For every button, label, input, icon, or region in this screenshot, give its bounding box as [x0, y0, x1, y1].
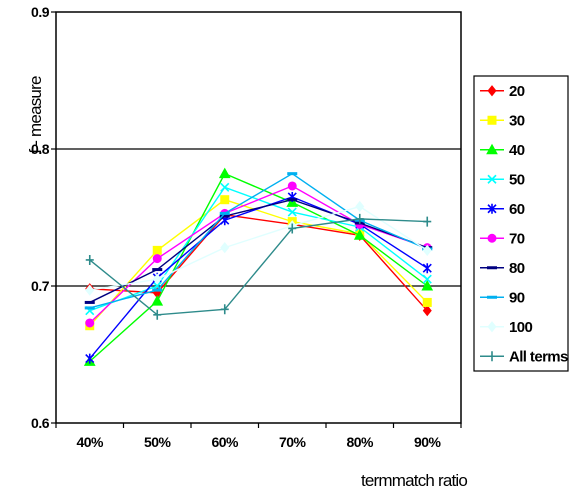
x-tick-label: 60%: [211, 434, 239, 450]
data-point: [84, 300, 95, 304]
y-axis-title: f - measure: [26, 76, 45, 154]
legend-label: 40: [509, 142, 525, 159]
series-line: [89, 218, 428, 316]
legend-marker: [487, 115, 497, 125]
legend-item: 20: [480, 83, 525, 100]
y-tick-label: 0.7: [31, 278, 50, 294]
plot-border: [55, 11, 462, 424]
legend-label: All terms: [509, 348, 568, 365]
legend-box: [473, 75, 569, 372]
series-all-terms: [85, 213, 432, 320]
legend-marker: [487, 174, 497, 184]
legend-marker: [487, 85, 497, 97]
legend-label: 100: [509, 319, 532, 336]
series-40: [83, 167, 434, 366]
x-tick-label: 40%: [76, 434, 104, 450]
x-tick-label: 90%: [414, 434, 442, 450]
legend-label: 90: [509, 289, 525, 306]
x-tick-label: 50%: [144, 434, 172, 450]
data-point: [151, 295, 164, 306]
y-tick-label: 0.8: [31, 141, 50, 157]
legend-marker: [487, 266, 497, 270]
data-point: [220, 182, 230, 192]
data-point: [220, 304, 229, 315]
data-point: [287, 198, 298, 202]
data-point: [422, 297, 432, 307]
data-point: [220, 195, 230, 205]
data-point: [85, 284, 95, 296]
series-line: [89, 205, 428, 291]
legend-marker: [487, 203, 497, 214]
plot-area: [55, 11, 462, 424]
legend-item: 90: [480, 289, 525, 306]
legend-label: 70: [509, 230, 525, 247]
series-layer: [83, 167, 434, 366]
data-point: [287, 207, 297, 217]
data-point: [353, 229, 366, 240]
legend: 20 30 40 50 60 70 80 90 100 All terms: [473, 75, 569, 372]
data-point: [288, 223, 297, 234]
legend-item: 80: [480, 260, 525, 277]
x-tick-label: 70%: [279, 434, 307, 450]
series-line: [89, 185, 428, 324]
legend-label: 20: [509, 83, 525, 100]
data-point: [152, 273, 162, 285]
data-point: [219, 214, 230, 218]
legend-marker: [487, 321, 497, 333]
legend-marker: [488, 351, 496, 362]
legend-item: 70: [480, 230, 525, 247]
data-point: [355, 213, 364, 224]
data-point: [422, 274, 432, 284]
data-point: [220, 241, 230, 254]
legend-item: 40: [480, 142, 525, 159]
data-point: [423, 216, 432, 227]
legend-label: 80: [509, 260, 525, 277]
data-point: [152, 288, 163, 292]
data-point: [84, 306, 95, 310]
data-point: [219, 211, 230, 215]
series-line: [89, 172, 428, 309]
data-point: [355, 200, 365, 213]
x-tick-label: 80%: [346, 434, 374, 450]
legend-item: 50: [480, 171, 525, 188]
series-line: [89, 198, 428, 304]
data-point: [85, 254, 94, 265]
data-point: [152, 254, 162, 264]
series-line: [89, 198, 428, 327]
data-point: [422, 244, 432, 257]
legend-marker: [486, 143, 498, 155]
legend-label: 50: [509, 171, 525, 188]
legend-item: 100: [480, 319, 533, 336]
series-line: [89, 172, 428, 362]
y-tick-label: 0.6: [31, 415, 50, 431]
data-point: [287, 181, 297, 191]
data-point: [218, 167, 231, 179]
axes: 0.6 0.7 0.8 0.9 40% 50% 60% 70% 80% 90%: [31, 4, 462, 450]
data-point: [287, 172, 298, 176]
data-point: [422, 305, 432, 317]
data-point: [152, 268, 163, 272]
data-point: [85, 353, 95, 364]
legend-marker: [487, 295, 497, 299]
data-point: [422, 263, 432, 274]
legend-label: 30: [509, 112, 525, 129]
data-point: [421, 279, 434, 291]
legend-item: All terms: [480, 348, 569, 365]
legend-item: 30: [480, 112, 525, 129]
data-point: [153, 309, 162, 320]
data-point: [152, 245, 162, 255]
legend-marker: [487, 233, 497, 243]
legend-label: 60: [509, 201, 525, 218]
x-axis-title: termmatch ratio: [361, 471, 467, 490]
data-point: [85, 318, 95, 328]
legend-item: 60: [480, 201, 525, 218]
y-tick-label: 0.9: [31, 4, 50, 20]
